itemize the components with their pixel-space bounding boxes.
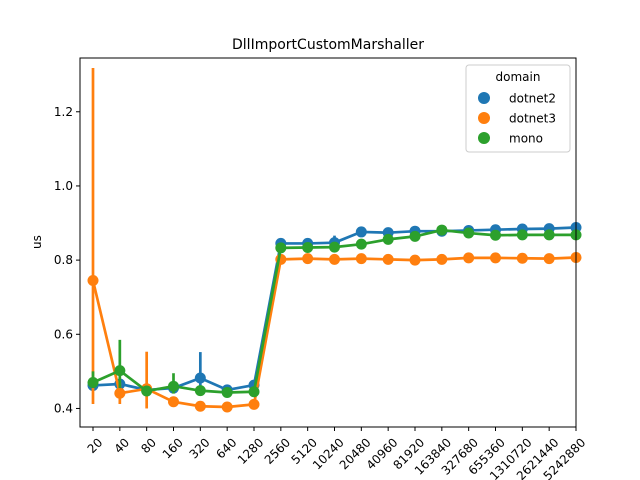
point-mono: [168, 380, 179, 392]
legend-marker-dotnet2: [478, 92, 490, 104]
point-dotnet3: [382, 253, 394, 265]
point-dotnet3: [490, 252, 501, 264]
y-tick-label: 0.4: [54, 401, 73, 415]
point-mono: [382, 233, 394, 245]
point-mono: [194, 385, 206, 397]
legend-title: domain: [496, 70, 541, 84]
point-mono: [436, 224, 448, 236]
chart-title: DllImportCustomMarshaller: [232, 37, 424, 53]
point-mono: [490, 229, 501, 241]
point-dotnet3: [221, 401, 233, 413]
point-mono: [114, 365, 126, 377]
point-dotnet3: [355, 253, 367, 265]
axes-frame: [79, 57, 577, 428]
legend-label-dotnet2: dotnet2: [509, 92, 556, 106]
y-axis-label: us: [30, 235, 44, 249]
point-dotnet2: [355, 226, 367, 238]
point-mono: [543, 229, 555, 241]
point-mono: [141, 385, 153, 397]
legend: domain dotnet2 dotnet3 mono: [465, 64, 571, 153]
point-dotnet3: [168, 396, 179, 408]
point-dotnet3: [329, 253, 340, 265]
point-mono: [302, 242, 314, 254]
point-dotnet3: [516, 252, 528, 264]
point-dotnet3: [543, 253, 555, 265]
legend-marker-dotnet3: [478, 112, 490, 124]
legend-items: dotnet2 dotnet3 mono: [478, 92, 556, 146]
point-mono: [87, 376, 99, 388]
point-dotnet3: [302, 253, 314, 265]
point-mono: [355, 238, 367, 250]
point-dotnet2: [194, 372, 206, 384]
point-dotnet3: [463, 252, 475, 264]
point-mono: [409, 230, 421, 242]
point-dotnet3: [409, 254, 421, 266]
y-tick-label: 0.6: [54, 327, 73, 341]
point-mono: [248, 386, 260, 398]
point-dotnet3: [194, 400, 206, 412]
y-tick-label: 0.8: [54, 253, 73, 267]
point-dotnet3: [436, 253, 448, 265]
point-mono: [463, 227, 475, 239]
legend-marker-mono: [478, 132, 490, 144]
point-dotnet3: [248, 398, 260, 410]
legend-box: [465, 64, 571, 153]
y-tick-label: 1.0: [54, 179, 73, 193]
point-dotnet3: [87, 275, 99, 287]
point-mono: [329, 241, 340, 253]
point-mono: [221, 387, 233, 399]
legend-label-dotnet3: dotnet3: [509, 112, 556, 126]
point-dotnet3: [114, 387, 126, 399]
y-tick-label: 1.2: [54, 105, 73, 119]
point-mono: [516, 229, 528, 241]
legend-label-mono: mono: [509, 132, 543, 146]
point-mono: [275, 242, 287, 254]
